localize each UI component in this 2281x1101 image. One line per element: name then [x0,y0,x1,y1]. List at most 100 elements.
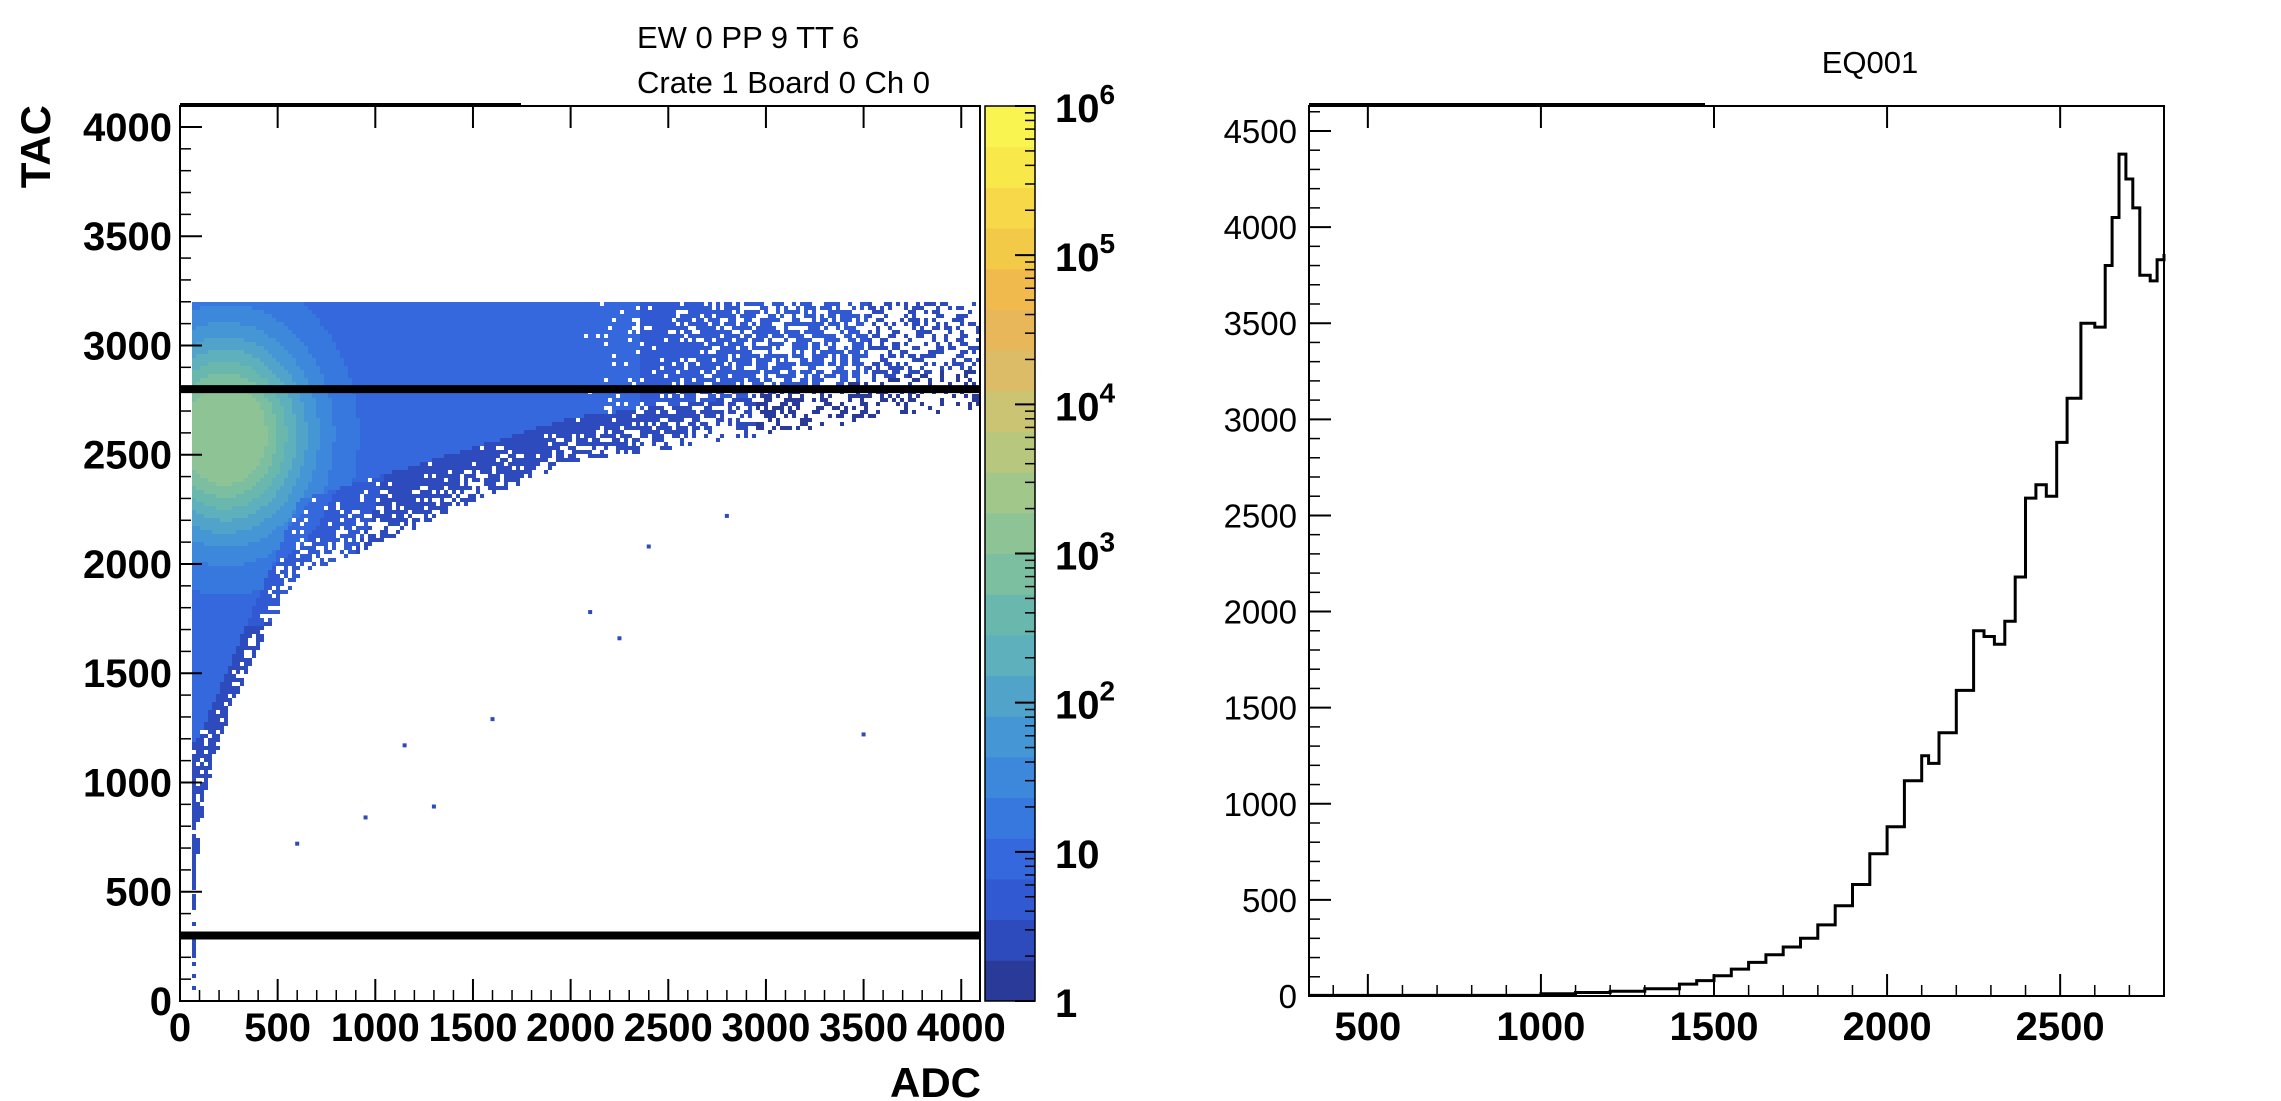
heatmap-cell [268,578,272,582]
heatmap-cell [216,530,220,534]
heatmap-cell [232,502,236,506]
heatmap-cell [208,614,212,618]
heatmap-cell [204,378,208,382]
heatmap-cell [292,402,296,406]
heatmap-cell [244,314,248,318]
heatmap-cell [368,334,372,338]
heatmap-cell [200,686,204,690]
heatmap-cell [200,406,204,410]
heatmap-cell [332,354,336,358]
heatmap-cell [236,334,240,338]
heatmap-cell [196,774,200,778]
heatmap-cell [472,478,476,482]
heatmap-cell [212,486,216,490]
heatmap-cell [368,370,372,374]
heatmap-cell [416,454,420,458]
heatmap-cell [388,422,392,426]
heatmap-cell [236,574,240,578]
heatmap-cell [204,686,208,690]
heatmap-cell [316,462,320,466]
heatmap-cell [276,330,280,334]
heatmap-cell [224,322,228,326]
heatmap-cell [236,478,240,482]
heatmap-cell [368,318,372,322]
heatmap-cell [204,350,208,354]
heatmap-cell [228,622,232,626]
heatmap-cell [352,370,356,374]
heatmap-cell [428,334,432,338]
heatmap-cell [312,346,316,350]
heatmap-cell [392,494,396,498]
heatmap-cell [468,334,472,338]
heatmap-cell [408,350,412,354]
heatmap-cell [460,342,464,346]
heatmap-cell [380,538,384,542]
heatmap-cell [284,534,288,538]
heatmap-cell [264,322,268,326]
heatmap-cell [284,506,288,510]
heatmap-cell [396,418,400,422]
heatmap-cell [268,410,272,414]
heatmap-cell [200,710,204,714]
heatmap-cell [232,606,236,610]
heatmap-cell [296,350,300,354]
heatmap-cell [200,478,204,482]
heatmap-cell [372,490,376,494]
heatmap-cell [240,398,244,402]
heatmap-cell [300,534,304,538]
heatmap-cell [200,370,204,374]
heatmap-cell [260,366,264,370]
heatmap-cell [436,486,440,490]
heatmap-cell [456,322,460,326]
heatmap-cell [276,546,280,550]
heatmap-cell [264,538,268,542]
heatmap-cell [300,542,304,546]
heatmap-cell [216,634,220,638]
heatmap-cell [380,462,384,466]
heatmap-cell [404,462,408,466]
heatmap-cell [228,662,232,666]
heatmap-cell [412,494,416,498]
heatmap-cell [268,470,272,474]
heatmap-cell [260,594,264,598]
heatmap-cell [284,306,288,310]
heatmap-cell [260,570,264,574]
heatmap-cell [216,642,220,646]
heatmap-cell [336,518,340,522]
heatmap-cell [324,446,328,450]
heatmap-cell [436,318,440,322]
heatmap-cell [348,342,352,346]
heatmap-cell [200,362,204,366]
heatmap-cell [280,426,284,430]
heatmap-cell [364,378,368,382]
heatmap-cell [404,418,408,422]
heatmap-cell [464,418,468,422]
heatmap-cell [340,446,344,450]
heatmap-cell [364,502,368,506]
heatmap-cell [200,566,204,570]
heatmap-cell [204,478,208,482]
heatmap-cell [404,306,408,310]
heatmap-cell [360,310,364,314]
heatmap-cell [396,342,400,346]
heatmap-cell [428,506,432,510]
heatmap-cell [280,462,284,466]
heatmap-cell [464,318,468,322]
heatmap-cell [192,774,196,778]
heatmap-cell [276,562,280,566]
heatmap-cell [348,330,352,334]
heatmap-cell [296,446,300,450]
heatmap-cell [260,502,264,506]
heatmap-cell [208,378,212,382]
heatmap-cell [256,526,260,530]
heatmap-cell [196,770,200,774]
heatmap-cell [440,398,444,402]
heatmap-cell [344,338,348,342]
heatmap-cell [284,590,288,594]
heatmap-cell [460,310,464,314]
heatmap-cell [228,646,232,650]
heatmap-cell [376,462,380,466]
heatmap-cell [440,502,444,506]
heatmap-cell [232,506,236,510]
heatmap-cell [212,542,216,546]
